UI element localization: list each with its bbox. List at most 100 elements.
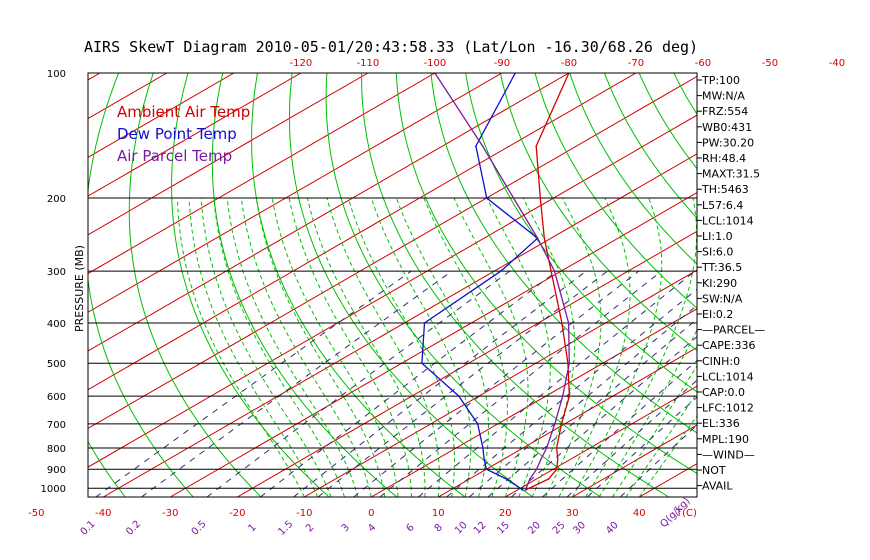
sounding-index: TP:100 <box>701 74 740 87</box>
series-point <box>547 478 550 480</box>
pressure-tick-label: 100 <box>47 69 66 80</box>
moist-adiabat-line <box>347 197 455 497</box>
series-point <box>568 395 571 397</box>
mixing-ratio-tick-label: 40 <box>604 520 621 537</box>
series-point <box>423 322 426 324</box>
pressure-tick-label: 200 <box>47 194 66 205</box>
sounding-index: —PARCEL— <box>702 324 765 337</box>
bottom-temp-tick-label: 0 <box>368 508 374 519</box>
series-point <box>540 458 542 460</box>
legend: Ambient Air Temp Dew Point Temp Air Parcel… <box>117 103 250 165</box>
sounding-index: LI:1.0 <box>702 230 733 243</box>
mixing-ratio-line <box>317 270 608 497</box>
dry-adiabat-line <box>211 73 398 497</box>
sounding-index: L57:6.4 <box>702 199 743 212</box>
sounding-index: MPL:190 <box>702 433 749 446</box>
sounding-index: EI:0.2 <box>702 308 733 321</box>
series-point <box>555 447 558 449</box>
top-temperature-tick-labels: -120 -110 -100 -90 -80 -70 -60 -50 -40 <box>290 58 846 69</box>
bottom-temp-tick-label: -10 <box>296 508 312 519</box>
moist-adiabat-line <box>571 197 663 497</box>
pressure-tick-label: 800 <box>47 444 66 455</box>
moist-adiabat-line <box>213 197 345 497</box>
dry-adiabat-line <box>499 73 697 352</box>
dry-adiabat-line <box>604 73 697 219</box>
mixing-ratio-tick-label: 6 <box>404 522 416 534</box>
mixing-ratio-tick-label: 2 <box>304 522 316 534</box>
sounding-index: KI:290 <box>702 277 737 290</box>
series-point <box>553 270 556 272</box>
mixing-ratio-line <box>542 359 697 497</box>
legend-dew-point-temp: Dew Point Temp <box>117 125 237 143</box>
mixing-ratio-line <box>293 270 587 497</box>
sounding-index: SI:6.0 <box>702 246 733 259</box>
dry-adiabat-line <box>534 73 697 309</box>
top-temp-tick-label: -40 <box>829 58 845 69</box>
dry-adiabat-line <box>569 73 697 265</box>
sounding-index: MW:N/A <box>702 90 745 103</box>
top-temp-tick-label: -50 <box>762 58 778 69</box>
mixing-ratio-line <box>260 270 558 497</box>
mixing-ratio-tick-label: 4 <box>366 522 378 534</box>
isobar-lines <box>88 73 697 489</box>
mixing-ratio-tick-labels: 0.1 0.2 0.5 1 1.5 2 3 4 6 8 10 12 15 20 25 30 40 <box>79 519 621 538</box>
isotherm-line <box>88 73 637 391</box>
top-temp-tick-label: -120 <box>290 58 313 69</box>
series-point <box>505 478 508 480</box>
pressure-tick-label: 700 <box>47 420 66 431</box>
profile-series <box>421 73 571 491</box>
moist-adiabat-line <box>453 197 529 497</box>
bottom-temp-tick-label: 30 <box>566 508 579 519</box>
series-point <box>485 197 488 199</box>
sounding-index: WB0:431 <box>702 121 752 134</box>
parcel-temp-line <box>434 73 570 491</box>
series-point <box>560 423 563 425</box>
moist-adiabat-line <box>395 197 489 497</box>
mixing-ratio-line <box>379 270 663 497</box>
temperature-unit-label: T(C) <box>675 508 697 519</box>
mixing-ratio-tick-label: 0.5 <box>190 519 209 538</box>
moist-adiabat-line <box>370 197 472 497</box>
legend-air-parcel-temp: Air Parcel Temp <box>117 147 232 165</box>
mixing-ratio-line <box>468 304 697 497</box>
dry-adiabat-lines <box>88 73 870 497</box>
mixing-ratio-tick-label: 1.5 <box>276 519 295 538</box>
isotherm-line <box>88 114 697 468</box>
dry-adiabat-line <box>361 73 670 497</box>
pressure-tick-label: 1000 <box>41 484 66 495</box>
series-point <box>567 362 569 365</box>
mixing-ratio-line <box>511 336 697 497</box>
series-point <box>485 468 488 471</box>
y-axis-label: PRESSURE (MB) <box>73 245 86 332</box>
dry-adiabat-line <box>813 73 870 497</box>
isotherm-line <box>88 75 697 429</box>
dry-adiabat-line <box>638 73 697 170</box>
mixing-ratio-tick-label: 30 <box>571 520 588 537</box>
top-temp-tick-label: -80 <box>561 58 577 69</box>
dry-adiabat-line <box>778 73 870 497</box>
series-point <box>536 237 539 240</box>
bottom-temp-tick-label: 20 <box>499 508 512 519</box>
moist-adiabat-line <box>558 197 631 497</box>
sounding-index: EL:336 <box>702 417 740 430</box>
mixing-ratio-line <box>487 318 697 497</box>
dry-adiabat-line <box>251 73 466 497</box>
dew-point-line <box>421 73 539 491</box>
bottom-temperature-tick-labels: -50 -40 -30 -20 -10 0 10 20 30 40 <box>28 508 646 519</box>
series-point <box>524 489 527 491</box>
mixing-ratio-tick-label: 12 <box>472 520 489 537</box>
bottom-temp-tick-label: -20 <box>229 508 245 519</box>
moist-adiabat-line <box>522 197 576 497</box>
legend-ambient-air-temp: Ambient Air Temp <box>117 103 250 121</box>
pressure-tick-label: 900 <box>47 465 66 476</box>
sounding-index: LCL:1014 <box>702 214 754 227</box>
series-point <box>476 423 479 425</box>
sounding-index: SW:N/A <box>702 292 743 305</box>
isotherm-line <box>438 346 697 497</box>
series-point <box>482 447 484 449</box>
ambient-temp-line <box>525 73 571 491</box>
dry-adiabat-line <box>289 73 534 497</box>
sounding-index: CAPE:336 <box>702 339 756 352</box>
moist-adiabat-line <box>486 197 551 497</box>
